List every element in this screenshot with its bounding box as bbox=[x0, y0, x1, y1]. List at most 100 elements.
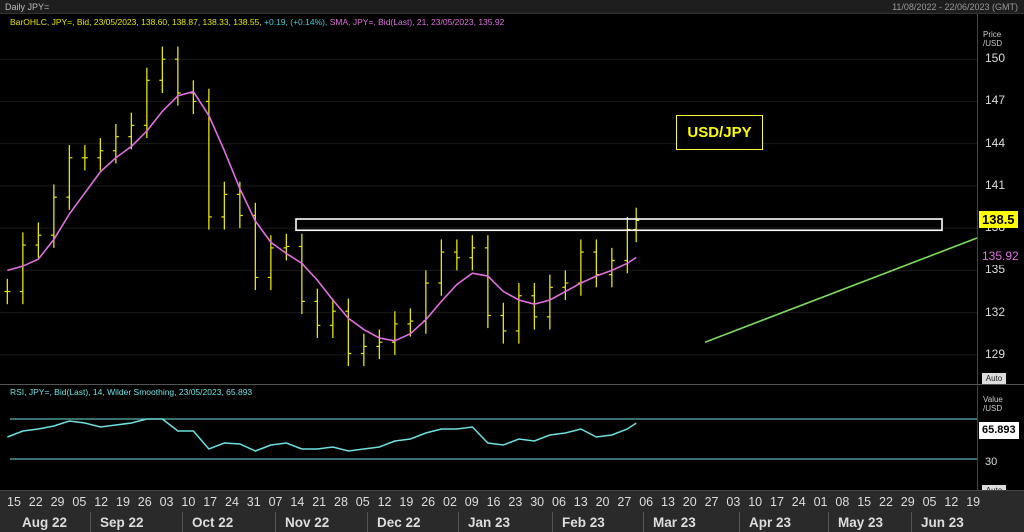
rsi-line bbox=[7, 418, 637, 452]
day-label: 10 bbox=[181, 495, 196, 509]
month-label: Apr 23 bbox=[749, 515, 792, 530]
price-tick-label: 150 bbox=[985, 51, 1006, 66]
day-label: 19 bbox=[966, 495, 981, 509]
rsi-chart[interactable] bbox=[0, 385, 977, 490]
month-divider bbox=[367, 512, 368, 532]
price-chart[interactable] bbox=[0, 14, 977, 384]
usd-jpy-annotation: USD/JPY bbox=[676, 115, 763, 150]
month-divider bbox=[458, 512, 459, 532]
day-label: 19 bbox=[116, 495, 130, 509]
day-label: 05 bbox=[355, 495, 370, 509]
price-tick-label: 144 bbox=[985, 135, 1006, 150]
rsi-legend: RSI, JPY=, Bid(Last), 14, Wilder Smoothi… bbox=[10, 387, 253, 397]
price-tick-label: 147 bbox=[985, 93, 1006, 108]
day-label: 07 bbox=[268, 495, 283, 509]
month-label: Aug 22 bbox=[22, 515, 68, 530]
resistance-box bbox=[295, 218, 943, 232]
price-axis-label: Price /USD bbox=[983, 30, 1002, 48]
day-label: 29 bbox=[900, 495, 915, 509]
day-label: 14 bbox=[290, 495, 305, 509]
month-label: Oct 22 bbox=[192, 515, 234, 530]
day-label: 20 bbox=[682, 495, 697, 509]
day-label: 08 bbox=[835, 495, 850, 509]
sma-line bbox=[7, 90, 637, 342]
day-label: 22 bbox=[28, 495, 43, 509]
month-divider bbox=[552, 512, 553, 532]
price-tick-label: 129 bbox=[985, 346, 1006, 361]
day-label: 27 bbox=[704, 495, 719, 509]
day-label: 02 bbox=[443, 495, 457, 509]
day-label: 06 bbox=[552, 495, 566, 509]
day-label: 27 bbox=[617, 495, 632, 509]
month-divider bbox=[275, 512, 276, 532]
day-label: 31 bbox=[246, 495, 261, 509]
month-label: Dec 22 bbox=[377, 515, 421, 530]
chart-title: Daily JPY= bbox=[5, 2, 50, 12]
day-label: 12 bbox=[377, 495, 392, 509]
day-label: 12 bbox=[944, 495, 959, 509]
day-label: 23 bbox=[508, 495, 523, 509]
day-label: 03 bbox=[159, 495, 174, 509]
day-label: 26 bbox=[421, 495, 436, 509]
price-tick-label: 132 bbox=[985, 304, 1006, 319]
price-tick-label: 141 bbox=[985, 177, 1006, 192]
price-legend-series1: BarOHLC, JPY=, Bid, 23/05/2023, 138.60, … bbox=[10, 17, 262, 27]
day-label: 22 bbox=[879, 495, 893, 509]
month-divider bbox=[739, 512, 740, 532]
price-tick-label: 135 bbox=[985, 262, 1006, 277]
rsi-value-tag: 65.893 bbox=[979, 422, 1019, 439]
day-label: 03 bbox=[726, 495, 741, 509]
day-label: 13 bbox=[573, 495, 588, 509]
month-label: May 23 bbox=[838, 515, 884, 530]
day-label: 13 bbox=[661, 495, 675, 509]
price-legend: BarOHLC, JPY=, Bid, 23/05/2023, 138.60, … bbox=[10, 17, 504, 27]
date-range: 11/08/2022 - 22/06/2023 (GMT) bbox=[892, 2, 1018, 12]
month-label: Jun 23 bbox=[921, 515, 964, 530]
rsi-tick-30: 30 bbox=[985, 456, 998, 468]
panel-divider[interactable] bbox=[0, 384, 1024, 385]
month-divider bbox=[828, 512, 829, 532]
support-trendline bbox=[704, 237, 977, 343]
window-title-bar: Daily JPY= 11/08/2022 - 22/06/2023 (GMT) bbox=[0, 0, 1024, 14]
price-legend-change: +0.19, (+0.14%), bbox=[264, 17, 328, 27]
last-price-tag: 138.5 bbox=[979, 211, 1018, 228]
month-label: Jan 23 bbox=[468, 515, 511, 530]
month-divider bbox=[182, 512, 183, 532]
day-label: 10 bbox=[748, 495, 763, 509]
day-label: 12 bbox=[94, 495, 109, 509]
day-label: 21 bbox=[312, 495, 327, 509]
day-label: 26 bbox=[137, 495, 152, 509]
rsi-axis-label-top: Value bbox=[983, 395, 1003, 404]
day-label: 09 bbox=[464, 495, 479, 509]
month-divider bbox=[90, 512, 91, 532]
day-label: 24 bbox=[791, 495, 806, 509]
rsi-axis-label: Value /USD bbox=[983, 395, 1003, 413]
day-label: 17 bbox=[203, 495, 218, 509]
day-label: 16 bbox=[486, 495, 501, 509]
month-label: Nov 22 bbox=[285, 515, 330, 530]
month-divider bbox=[911, 512, 912, 532]
day-label: 15 bbox=[857, 495, 872, 509]
day-label: 05 bbox=[922, 495, 937, 509]
price-axis-label-top: Price bbox=[983, 30, 1002, 39]
price-auto-button[interactable]: Auto bbox=[982, 373, 1006, 385]
month-label: Sep 22 bbox=[100, 515, 144, 530]
month-label: Mar 23 bbox=[653, 515, 696, 530]
day-label: 01 bbox=[813, 495, 828, 509]
day-label: 29 bbox=[50, 495, 65, 509]
price-axis[interactable] bbox=[977, 14, 1024, 384]
day-label: 24 bbox=[225, 495, 239, 509]
day-label: 30 bbox=[530, 495, 545, 509]
day-label: 15 bbox=[7, 495, 21, 509]
day-label: 06 bbox=[639, 495, 654, 509]
time-axis[interactable] bbox=[0, 490, 1024, 532]
month-divider bbox=[643, 512, 644, 532]
day-label: 05 bbox=[72, 495, 87, 509]
price-legend-series2: SMA, JPY=, Bid(Last), 21, 23/05/2023, 13… bbox=[329, 17, 505, 27]
day-label: 20 bbox=[595, 495, 610, 509]
day-label: 17 bbox=[770, 495, 784, 509]
day-label: 28 bbox=[334, 495, 348, 509]
day-label: 19 bbox=[399, 495, 414, 509]
month-label: Feb 23 bbox=[562, 515, 605, 530]
rsi-axis-label-bottom: /USD bbox=[983, 404, 1003, 413]
